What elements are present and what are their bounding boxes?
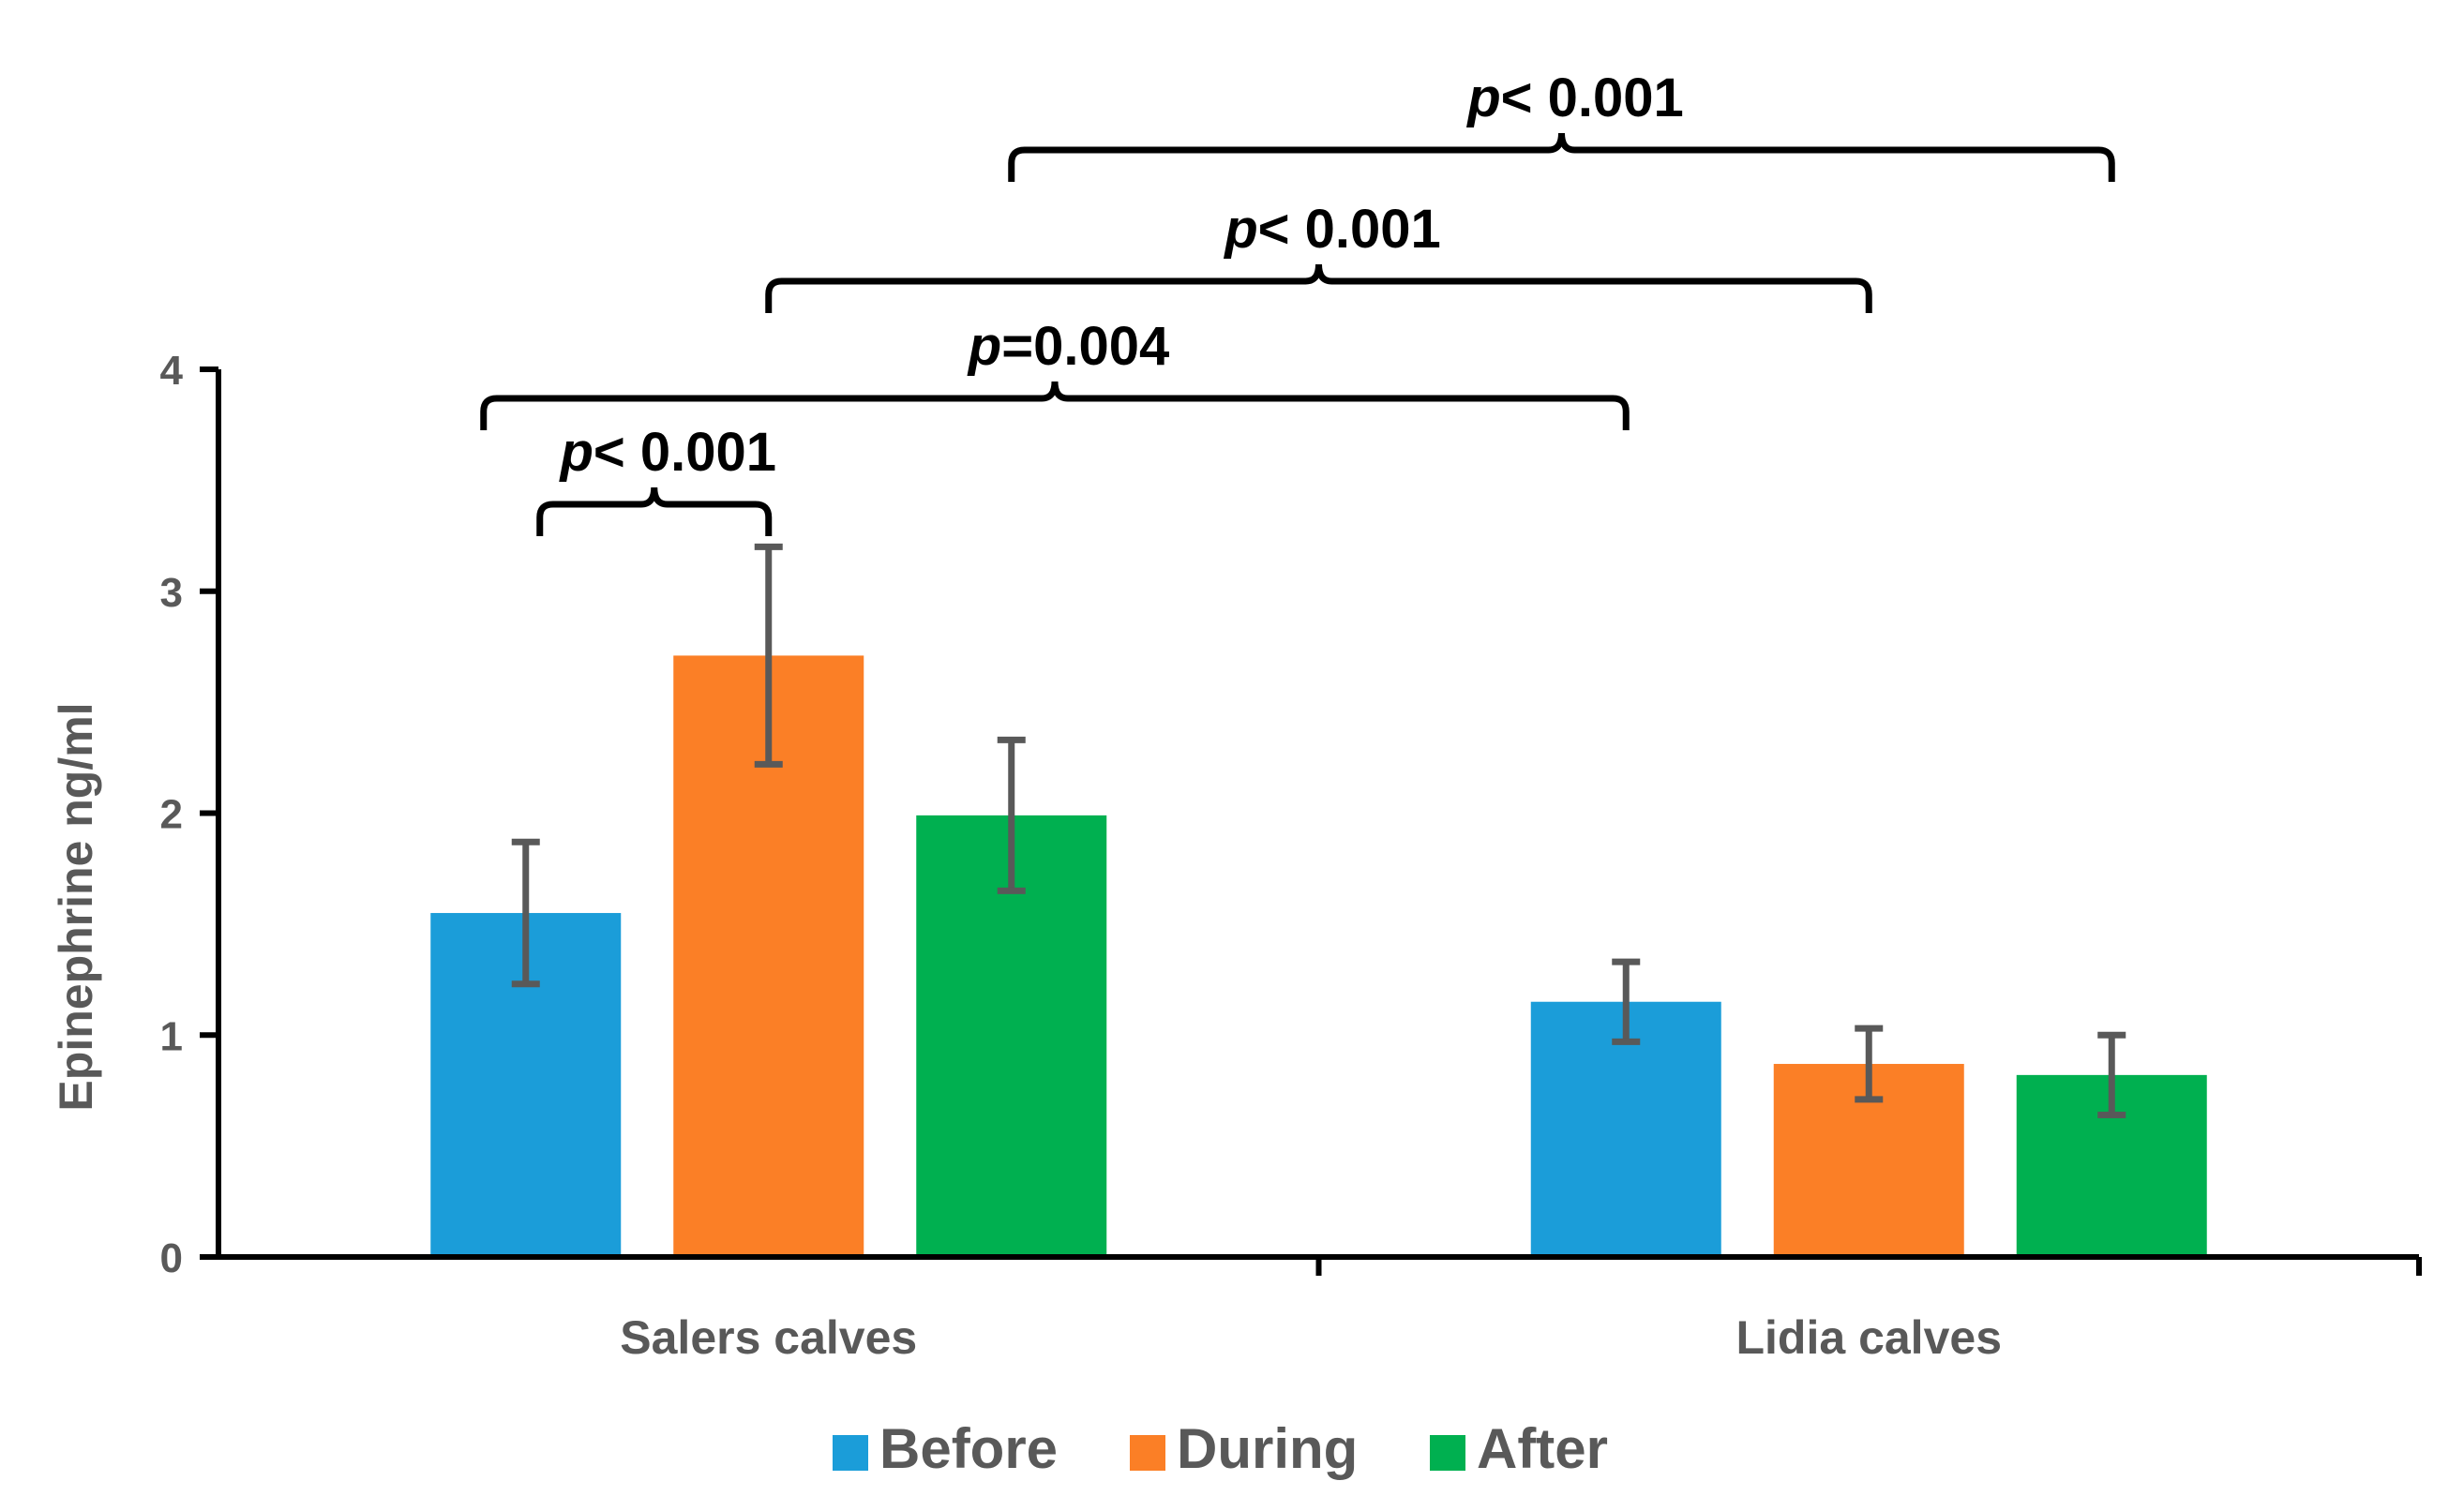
significance-bracket-2: [765, 263, 1872, 313]
y-axis-title: Epinephrine ng/ml: [50, 702, 102, 1111]
significance-bracket-1: [480, 381, 1630, 430]
legend-swatch-during: [1130, 1435, 1165, 1471]
legend-label-before: Before: [879, 1417, 1058, 1480]
y-tick-label-2: 2: [160, 792, 183, 838]
error-bar-before-0: [511, 838, 540, 988]
error-bar-during-0: [754, 543, 783, 768]
significance-bracket-3: [1008, 132, 2115, 182]
error-bars: [511, 543, 2126, 1118]
legend-label-after: After: [1477, 1417, 1608, 1480]
legend-label-during: During: [1177, 1417, 1358, 1480]
significance-label-3: p< 0.001: [1465, 67, 1684, 128]
error-bar-after-1: [2097, 1031, 2126, 1118]
axes: 0 1 2 3 4 Salers calves Lidia calves Epinephrin…: [50, 348, 2422, 1364]
legend-swatch-before: [833, 1435, 868, 1471]
y-tick-label-3: 3: [160, 570, 183, 616]
bars: [430, 655, 2207, 1257]
significance-brackets: p< 0.001 p=0.004 p< 0.001 p< 0.001: [480, 67, 2115, 536]
y-tick-label-0: 0: [160, 1235, 183, 1281]
significance-bracket-0: [536, 486, 773, 536]
y-tick-label-4: 4: [160, 348, 184, 394]
error-bar-before-1: [1612, 958, 1641, 1045]
x-category-label-1: Lidia calves: [1736, 1311, 2003, 1364]
significance-label-0: p< 0.001: [558, 422, 776, 483]
significance-label-2: p< 0.001: [1223, 199, 1441, 260]
significance-label-1: p=0.004: [967, 316, 1169, 377]
legend-swatch-after: [1430, 1435, 1465, 1471]
x-category-label-0: Salers calves: [620, 1311, 917, 1364]
error-bar-during-1: [1855, 1025, 1884, 1103]
y-tick-label-1: 1: [160, 1013, 183, 1059]
error-bar-after-0: [997, 736, 1026, 894]
legend: Before During After: [833, 1417, 1608, 1480]
